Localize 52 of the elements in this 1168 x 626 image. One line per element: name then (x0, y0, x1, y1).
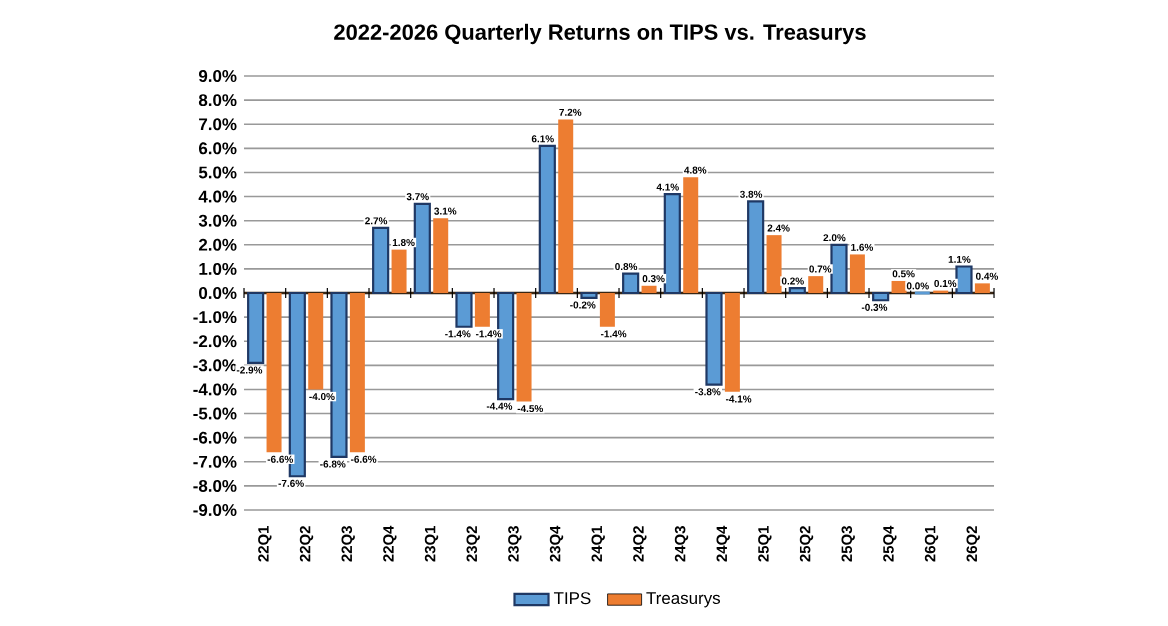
y-tick-label: -1.0% (193, 311, 237, 324)
bar (538, 144, 556, 295)
bar (558, 119, 574, 294)
y-tick-label: -2.0% (193, 335, 237, 348)
bar (266, 293, 282, 453)
y-tick-label: 7.0% (199, 118, 237, 131)
bar (391, 249, 407, 294)
bar (747, 200, 765, 295)
bar (683, 177, 699, 294)
y-tick-label: -9.0% (193, 504, 237, 516)
bar (247, 291, 265, 365)
y-tick-label: -4.0% (193, 383, 237, 396)
y-tick-label: 0.0% (199, 287, 237, 299)
legend-label: TIPS (553, 592, 591, 605)
legend-label: Treasurys (646, 592, 721, 608)
bar (516, 293, 532, 402)
bar (724, 293, 740, 392)
bar (349, 293, 365, 453)
bar (622, 272, 640, 295)
bar (474, 293, 490, 327)
bar (413, 202, 431, 295)
y-tick-label: 2.0% (198, 238, 237, 251)
bar (766, 235, 782, 294)
y-tick-label: 4.0% (198, 190, 237, 203)
bar (974, 283, 990, 294)
y-tick-label: 6.0% (198, 142, 237, 155)
bar (580, 291, 598, 299)
y-tick-label: -3.0% (193, 359, 237, 372)
bar (372, 226, 390, 295)
bar (433, 218, 449, 294)
bar (599, 293, 615, 327)
y-tick-label: 8.0% (198, 94, 237, 107)
bar (788, 287, 806, 295)
y-tick-label: -6.0% (193, 431, 237, 444)
bar (955, 265, 973, 295)
bar (830, 243, 848, 295)
y-tick-label: 3.0% (198, 214, 237, 227)
y-tick-label: 5.0% (198, 166, 237, 179)
bar (663, 193, 681, 295)
y-tick-label: 9.0% (198, 70, 237, 82)
y-tick-label: -7.0% (193, 455, 237, 468)
y-tick-label: -5.0% (193, 407, 237, 420)
bar (705, 291, 723, 386)
chart-title: 2022-2026 Quarterly Returns on TIPS vs. Treasurys (334, 23, 866, 45)
bar (308, 293, 324, 390)
bar (641, 285, 657, 294)
bar (849, 254, 865, 294)
bar (455, 291, 473, 328)
y-tick-label: 1.0% (199, 262, 237, 275)
bar (872, 291, 890, 302)
bar (808, 276, 824, 294)
y-tick-label: -8.0% (193, 479, 237, 492)
